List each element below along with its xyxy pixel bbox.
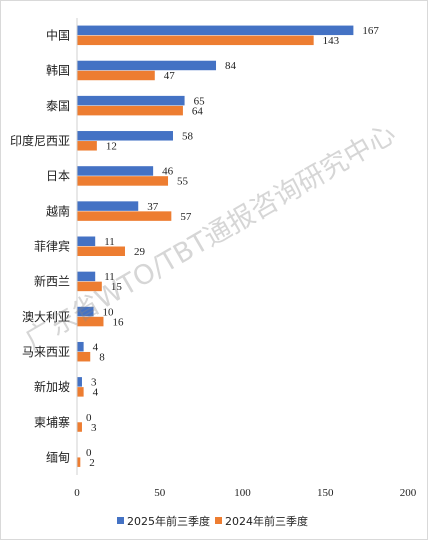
bar-series-1 <box>77 25 354 36</box>
data-label: 2 <box>89 457 95 469</box>
bar-series-2 <box>77 457 81 467</box>
data-label: 11 <box>104 236 115 248</box>
data-label: 10 <box>103 306 115 318</box>
legend-label: 2024年前三季度 <box>225 514 308 528</box>
data-label: 4 <box>93 387 99 399</box>
data-label: 64 <box>192 105 204 117</box>
data-label: 16 <box>112 316 124 328</box>
data-label: 58 <box>182 131 194 143</box>
bar-series-2 <box>77 35 314 46</box>
x-tick-label: 0 <box>74 487 80 499</box>
bar-series-2 <box>77 246 125 256</box>
category-label: 中国 <box>46 28 70 43</box>
x-tick-label: 50 <box>154 487 166 499</box>
bar-series-1 <box>77 377 82 387</box>
bar-series-1 <box>77 95 185 106</box>
data-label: 65 <box>194 95 206 107</box>
legend: 2025年前三季度 2024年前三季度 <box>117 514 308 528</box>
bar-series-2 <box>77 176 169 186</box>
bar-series-2 <box>77 141 97 151</box>
data-label: 167 <box>362 25 379 37</box>
category-label: 澳大利亚 <box>22 310 70 324</box>
category-label: 缅甸 <box>46 450 70 464</box>
bar-series-2 <box>77 211 172 221</box>
data-label: 55 <box>177 176 189 188</box>
data-label: 84 <box>225 60 237 72</box>
data-label: 29 <box>134 246 146 258</box>
category-label: 马来西亚 <box>22 345 70 359</box>
category-label: 印度尼西亚 <box>10 133 70 148</box>
legend-swatch <box>215 517 222 524</box>
bar-series-1 <box>77 131 173 141</box>
bar-series-1 <box>77 60 217 71</box>
category-label: 菲律宾 <box>34 239 70 254</box>
x-tick-label: 200 <box>400 487 417 499</box>
bar-series-1 <box>77 341 84 352</box>
bar-series-1 <box>77 166 154 176</box>
category-label: 新西兰 <box>34 274 70 289</box>
category-label: 韩国 <box>46 63 70 78</box>
category-label: 新加坡 <box>34 379 70 394</box>
bar-series-2 <box>77 387 84 397</box>
bars-layer <box>77 25 354 467</box>
x-tick-label: 150 <box>317 487 334 499</box>
bar-series-1 <box>77 306 94 317</box>
x-axis: 0 50 100 150 200 <box>74 18 417 499</box>
data-label: 57 <box>180 211 192 223</box>
bar-series-2 <box>77 351 91 362</box>
bar-series-2 <box>77 70 155 81</box>
bar-series-1 <box>77 236 96 246</box>
bar-series-2 <box>77 422 82 432</box>
data-label: 8 <box>99 351 105 363</box>
category-label: 柬埔寨 <box>34 414 70 429</box>
data-label: 0 <box>86 412 92 424</box>
data-label: 12 <box>106 141 117 153</box>
data-label: 47 <box>164 70 176 82</box>
data-label: 3 <box>91 422 97 434</box>
category-label: 泰国 <box>46 99 70 113</box>
bar-series-1 <box>77 201 139 211</box>
bar-series-2 <box>77 316 104 327</box>
data-label: 0 <box>86 447 92 459</box>
data-label: 4 <box>93 341 99 353</box>
data-label: 46 <box>162 166 174 178</box>
legend-label: 2025年前三季度 <box>127 514 210 528</box>
data-label: 143 <box>323 35 340 47</box>
value-labels-layer: 1671438447656458124655375711291115101648… <box>86 25 379 469</box>
data-label: 11 <box>104 271 115 283</box>
bar-series-2 <box>77 281 102 292</box>
data-label: 15 <box>111 281 123 293</box>
category-label: 越南 <box>46 203 70 218</box>
legend-swatch <box>117 517 124 524</box>
bar-series-2 <box>77 105 183 116</box>
bar-series-1 <box>77 271 96 282</box>
x-tick-label: 100 <box>234 487 251 499</box>
data-label: 3 <box>91 377 97 389</box>
data-label: 37 <box>147 201 159 213</box>
category-label: 日本 <box>46 169 70 183</box>
